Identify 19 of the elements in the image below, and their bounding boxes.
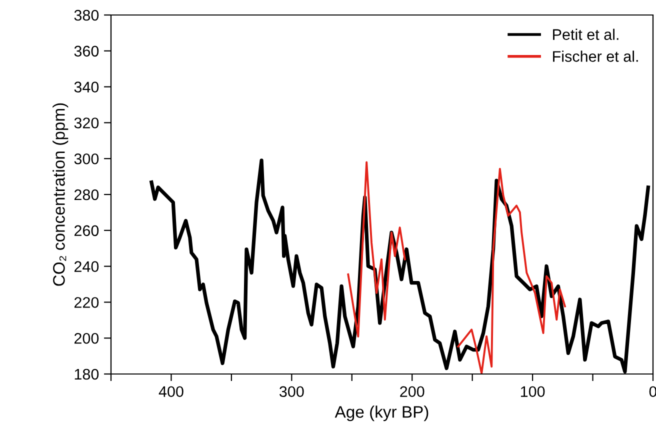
y-axis-title: CO₂ concentration (ppm) bbox=[52, 103, 68, 286]
y-tick-label: 200 bbox=[74, 332, 99, 344]
y-tick-label: 240 bbox=[74, 261, 99, 272]
y-tick-label: 360 bbox=[74, 46, 99, 57]
x-tick-label: 300 bbox=[280, 386, 304, 398]
y-tick-label: 260 bbox=[74, 225, 99, 236]
y-tick-label: 380 bbox=[74, 10, 99, 21]
y-tick-label: 340 bbox=[74, 82, 99, 92]
y-tick-label: 220 bbox=[74, 297, 99, 308]
x-tick-label: 200 bbox=[400, 386, 424, 398]
y-tick-label: 280 bbox=[74, 189, 99, 200]
x-tick-label: 400 bbox=[158, 386, 184, 398]
y-tick-label: 180 bbox=[74, 368, 99, 380]
x-tick-label: 100 bbox=[520, 386, 545, 398]
y-tick-label: 300 bbox=[74, 153, 99, 164]
legend-label: Petit et al. bbox=[553, 28, 618, 40]
y-tick-label: 320 bbox=[74, 118, 99, 128]
legend-label: Fischer et al. bbox=[553, 50, 638, 62]
x-axis-title: Age (kyr BP) bbox=[334, 406, 428, 422]
